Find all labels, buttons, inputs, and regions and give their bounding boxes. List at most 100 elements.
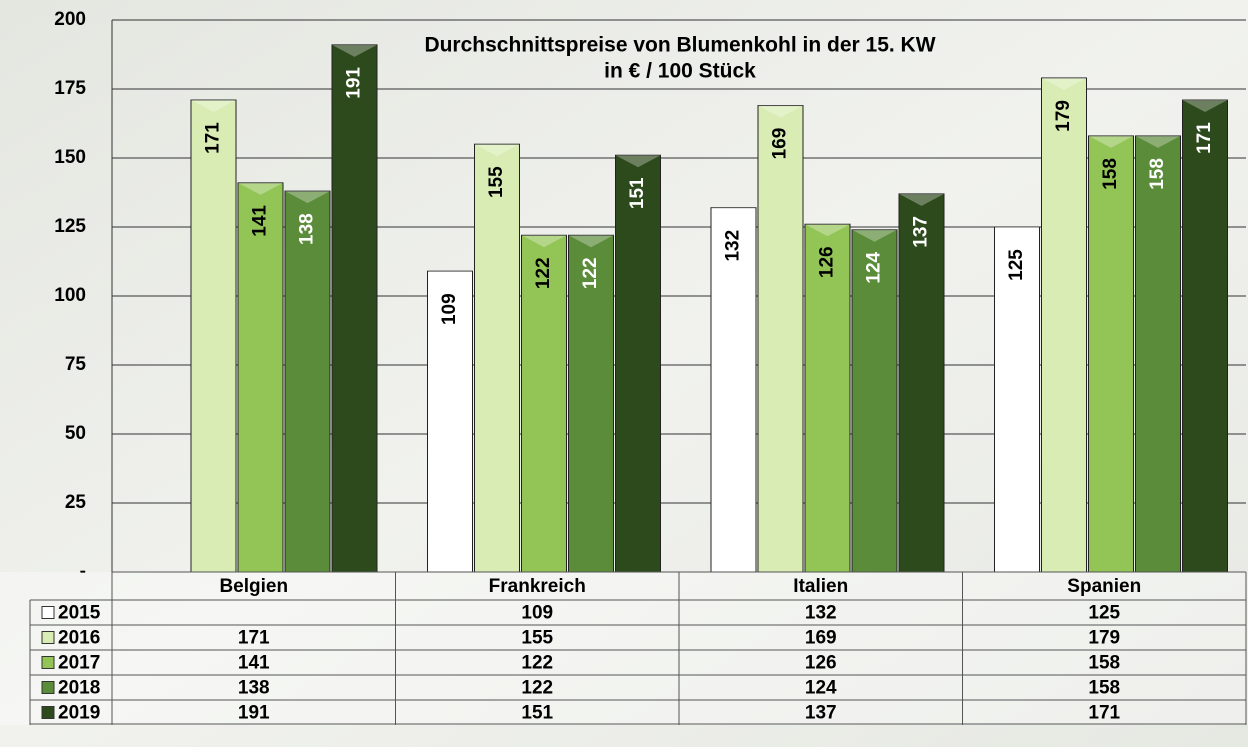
- table-value: 109: [521, 603, 553, 624]
- bar-bevel: [285, 191, 330, 204]
- bar: [568, 234, 614, 573]
- bar-bevel: [521, 235, 567, 248]
- y-tick-label: 175: [54, 78, 86, 99]
- bar-bevel: [191, 100, 236, 113]
- table-value: 151: [521, 703, 553, 724]
- legend-swatch: [41, 606, 55, 619]
- legend-label: 2016: [58, 628, 100, 649]
- bar-bevel: [1135, 135, 1181, 148]
- bar-bevel: [474, 144, 520, 157]
- bar-bevel: [332, 44, 377, 57]
- bar-bevel: [238, 182, 283, 195]
- data-label: 171: [203, 122, 224, 154]
- data-label: 132: [723, 230, 744, 262]
- y-tick-label: 100: [54, 285, 86, 306]
- table-value: 141: [238, 653, 270, 674]
- table-value: 191: [238, 703, 270, 724]
- y-tick-label: 125: [54, 216, 86, 237]
- bar: [1182, 99, 1228, 573]
- y-tick-label: 150: [54, 147, 86, 168]
- data-label: 169: [770, 128, 791, 160]
- data-label: 138: [297, 213, 318, 245]
- bar: [1041, 77, 1087, 573]
- data-label: 124: [864, 251, 885, 283]
- x-tick-label: Spanien: [1067, 576, 1141, 597]
- data-label: 155: [486, 166, 507, 198]
- table-value: 158: [1088, 653, 1120, 674]
- table-bg: [0, 572, 1248, 725]
- bar: [615, 154, 661, 573]
- data-label: 109: [439, 293, 460, 325]
- table-value: 122: [521, 678, 553, 699]
- table-value: 132: [805, 603, 837, 624]
- chart-subtitle: in € / 100 Stück: [604, 60, 756, 83]
- data-label: 191: [344, 67, 365, 99]
- bar: [284, 190, 331, 573]
- bar: [757, 105, 804, 573]
- legend-swatch: [41, 681, 55, 694]
- chart-title: Durchschnittspreise von Blumenkohl in de…: [424, 34, 935, 57]
- table-value: 138: [238, 678, 270, 699]
- bar: [521, 234, 567, 573]
- data-label: 171: [1194, 122, 1215, 154]
- data-label: 151: [627, 177, 648, 209]
- table-value: 125: [1088, 603, 1120, 624]
- table-value: 126: [805, 653, 837, 674]
- data-label: 158: [1147, 158, 1168, 190]
- x-tick-label: Belgien: [219, 576, 288, 597]
- data-label: 122: [580, 257, 601, 289]
- table-value: 169: [805, 628, 837, 649]
- y-tick-label: 75: [65, 354, 87, 375]
- bar-bevel: [852, 229, 897, 242]
- table-value: 171: [1088, 703, 1120, 724]
- bar-bevel: [615, 155, 661, 168]
- bar-bevel: [427, 271, 473, 284]
- legend-label: 2017: [58, 653, 100, 674]
- bar-bevel: [805, 224, 850, 237]
- bar-bevel: [1088, 135, 1134, 148]
- bar-bevel: [899, 193, 944, 206]
- bar: [994, 226, 1040, 573]
- y-tick-label: -: [80, 561, 86, 582]
- table-value: 122: [521, 653, 553, 674]
- table-value: 158: [1088, 678, 1120, 699]
- x-tick-label: Italien: [793, 576, 848, 597]
- y-tick-label: 200: [54, 9, 86, 30]
- data-label: 125: [1006, 249, 1027, 281]
- table-value: 155: [521, 628, 553, 649]
- data-label: 137: [911, 216, 932, 248]
- bar: [331, 44, 378, 573]
- legend-label: 2019: [58, 703, 100, 724]
- table-value: 137: [805, 703, 837, 724]
- legend-swatch: [41, 631, 55, 644]
- bar: [898, 193, 945, 573]
- y-tick-label: 25: [65, 492, 87, 513]
- bar: [190, 99, 237, 573]
- data-label: 122: [533, 257, 554, 289]
- data-label: 141: [250, 205, 271, 237]
- bar-bevel: [758, 105, 803, 118]
- bar-bevel: [568, 235, 614, 248]
- bar-bevel: [994, 227, 1040, 239]
- bar-bevel: [1041, 77, 1087, 90]
- legend-label: 2015: [58, 603, 101, 624]
- data-label: 158: [1100, 158, 1121, 190]
- legend-swatch: [41, 656, 55, 669]
- legend-swatch: [41, 706, 55, 719]
- bar: [804, 223, 851, 573]
- table-value: 179: [1088, 628, 1120, 649]
- bar-bevel: [711, 207, 756, 220]
- bar: [851, 229, 898, 573]
- bar: [237, 182, 284, 573]
- data-label: 179: [1053, 100, 1074, 132]
- y-tick-label: 50: [65, 423, 86, 444]
- bar: [474, 143, 520, 573]
- table-value: 171: [238, 628, 270, 649]
- bar-bevel: [1182, 100, 1228, 113]
- bar: [1135, 135, 1181, 573]
- data-label: 126: [817, 246, 838, 278]
- legend-label: 2018: [58, 678, 100, 699]
- bar: [1088, 135, 1134, 573]
- table-value: 124: [805, 678, 837, 699]
